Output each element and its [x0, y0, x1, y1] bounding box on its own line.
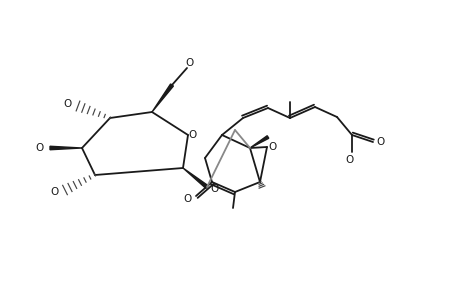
- Text: O: O: [210, 184, 218, 194]
- Text: O: O: [64, 99, 72, 109]
- Text: O: O: [184, 194, 192, 204]
- Text: O: O: [36, 143, 44, 153]
- Text: O: O: [185, 58, 194, 68]
- Text: O: O: [51, 187, 59, 197]
- Polygon shape: [151, 84, 173, 112]
- Polygon shape: [183, 168, 207, 188]
- Text: O: O: [269, 142, 276, 152]
- Text: O: O: [189, 130, 197, 140]
- Polygon shape: [249, 136, 268, 148]
- Text: O: O: [376, 137, 384, 147]
- Polygon shape: [50, 146, 82, 150]
- Text: O: O: [345, 155, 353, 165]
